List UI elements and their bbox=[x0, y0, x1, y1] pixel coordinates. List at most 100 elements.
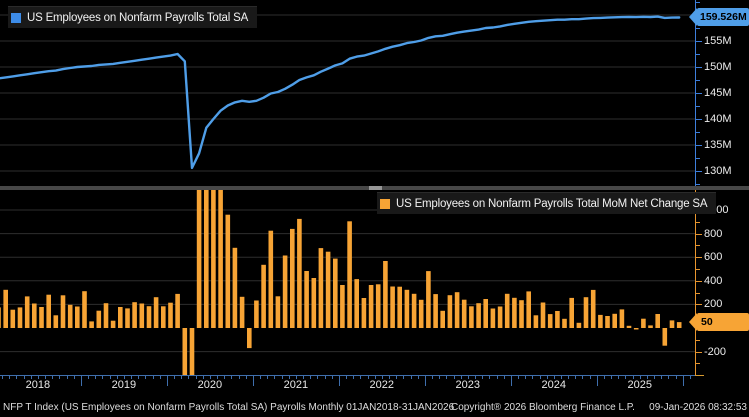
net-change-bar bbox=[10, 309, 16, 328]
axis-tick-label: 130M bbox=[704, 165, 732, 177]
axis-tick-label: 400 bbox=[704, 274, 723, 287]
net-change-bar bbox=[562, 318, 567, 328]
net-change-bar bbox=[648, 325, 653, 328]
axis-tick bbox=[696, 2, 700, 3]
x-axis-tick bbox=[109, 376, 111, 379]
x-axis-tick bbox=[453, 376, 455, 379]
x-axis-tick bbox=[589, 376, 591, 379]
year-label: 2022 bbox=[369, 379, 395, 391]
divider-drag-handle[interactable] bbox=[369, 186, 382, 190]
axis-tick bbox=[696, 280, 702, 282]
x-axis-tick bbox=[166, 376, 168, 386]
axis-tick bbox=[696, 184, 700, 185]
net-change-bar bbox=[196, 190, 202, 328]
x-axis-tick bbox=[131, 376, 133, 379]
panel-divider[interactable] bbox=[0, 186, 749, 190]
x-axis-tick bbox=[30, 376, 32, 379]
x-axis-tick bbox=[460, 376, 462, 379]
x-axis-tick bbox=[561, 376, 562, 379]
x-axis-tick bbox=[603, 376, 605, 379]
net-change-bar bbox=[340, 285, 345, 328]
net-change-bar bbox=[633, 328, 639, 330]
net-change-bar bbox=[590, 289, 596, 328]
axis-tick-label: 145M bbox=[704, 87, 732, 99]
right-axis-top: 155M 150M 145M 140M 135M 130M bbox=[695, 0, 749, 186]
net-change-bar bbox=[433, 294, 438, 328]
axis-tick bbox=[696, 158, 700, 159]
x-axis-tick bbox=[123, 376, 125, 379]
x-axis-tick bbox=[510, 376, 512, 386]
axis-tick bbox=[696, 93, 702, 94]
net-change-bar bbox=[598, 314, 603, 328]
x-axis-corner-stub bbox=[695, 374, 704, 376]
x-axis-tick bbox=[503, 376, 505, 379]
last-value-label: 159.526M bbox=[697, 8, 749, 26]
x-axis-tick bbox=[446, 376, 448, 379]
net-change-bar bbox=[225, 214, 231, 328]
net-change-bar bbox=[676, 322, 682, 328]
net-change-bar bbox=[404, 289, 410, 328]
last-value-badge-net-change: 50 bbox=[689, 313, 749, 331]
payrolls-net-change-bar-panel[interactable] bbox=[0, 190, 695, 375]
net-change-bar bbox=[239, 296, 245, 328]
x-axis-tick bbox=[181, 376, 183, 379]
x-axis-tick bbox=[532, 376, 534, 379]
axis-tick bbox=[696, 54, 700, 55]
axis-tick bbox=[696, 171, 702, 172]
x-axis-tick bbox=[424, 376, 426, 386]
net-change-bar bbox=[60, 295, 66, 328]
chart-description: NFP T Index (US Employees on Nonfarm Pay… bbox=[3, 402, 455, 413]
axis-tick bbox=[696, 221, 700, 223]
net-change-bar bbox=[125, 308, 130, 328]
timestamp: 09-Jan-2026 08:32:53 bbox=[649, 402, 747, 413]
net-change-bar bbox=[361, 298, 367, 328]
net-change-bar bbox=[304, 271, 309, 328]
x-axis-tick bbox=[2, 376, 4, 379]
x-axis-tick bbox=[80, 376, 82, 386]
net-change-bar bbox=[297, 218, 302, 328]
axis-tick bbox=[696, 257, 702, 259]
axis-tick bbox=[696, 269, 700, 270]
net-change-bar bbox=[655, 314, 660, 328]
x-axis-tick bbox=[188, 376, 190, 379]
x-axis-tick bbox=[360, 376, 362, 379]
net-change-bar bbox=[454, 292, 460, 328]
net-change-bar bbox=[232, 247, 238, 328]
x-axis-tick bbox=[295, 376, 297, 379]
payrolls-total-line-panel[interactable] bbox=[0, 0, 695, 186]
x-axis-tick bbox=[553, 376, 555, 379]
net-change-bar bbox=[526, 291, 531, 328]
axis-tick-label: 800 bbox=[704, 227, 723, 240]
year-label: 2019 bbox=[111, 379, 137, 391]
year-label: 2025 bbox=[627, 379, 653, 391]
x-axis-tick bbox=[317, 376, 319, 379]
x-axis-tick bbox=[403, 376, 405, 379]
x-axis-tick bbox=[353, 376, 355, 379]
x-axis-tick bbox=[518, 376, 519, 379]
x-axis-tick bbox=[116, 376, 118, 379]
net-change-bar bbox=[619, 309, 625, 328]
x-axis-tick bbox=[568, 376, 570, 379]
x-axis-tick bbox=[102, 376, 104, 379]
net-change-bar bbox=[354, 279, 359, 328]
legend-net-change[interactable]: US Employees on Nonfarm Payrolls Total M… bbox=[377, 192, 717, 214]
axis-tick bbox=[696, 80, 700, 81]
x-axis-tick bbox=[310, 376, 312, 379]
net-change-bar bbox=[67, 304, 73, 328]
axis-tick bbox=[696, 351, 702, 353]
net-change-bar bbox=[24, 296, 30, 328]
x-axis-tick bbox=[95, 376, 97, 379]
x-axis-tick bbox=[475, 376, 476, 379]
axis-tick-label: 135M bbox=[704, 139, 732, 151]
net-change-bar bbox=[46, 294, 51, 328]
net-change-bar bbox=[247, 328, 252, 349]
x-axis-tick bbox=[338, 376, 340, 386]
net-change-bar bbox=[290, 228, 295, 328]
x-axis-tick bbox=[45, 376, 47, 379]
net-change-bar bbox=[626, 325, 632, 328]
legend-payrolls-total[interactable]: US Employees on Nonfarm Payrolls Total S… bbox=[8, 6, 258, 28]
axis-tick bbox=[696, 28, 700, 29]
legend-label: US Employees on Nonfarm Payrolls Total M… bbox=[396, 197, 708, 210]
x-axis-tick bbox=[482, 376, 484, 379]
bar-series-swatch-icon bbox=[380, 198, 390, 209]
